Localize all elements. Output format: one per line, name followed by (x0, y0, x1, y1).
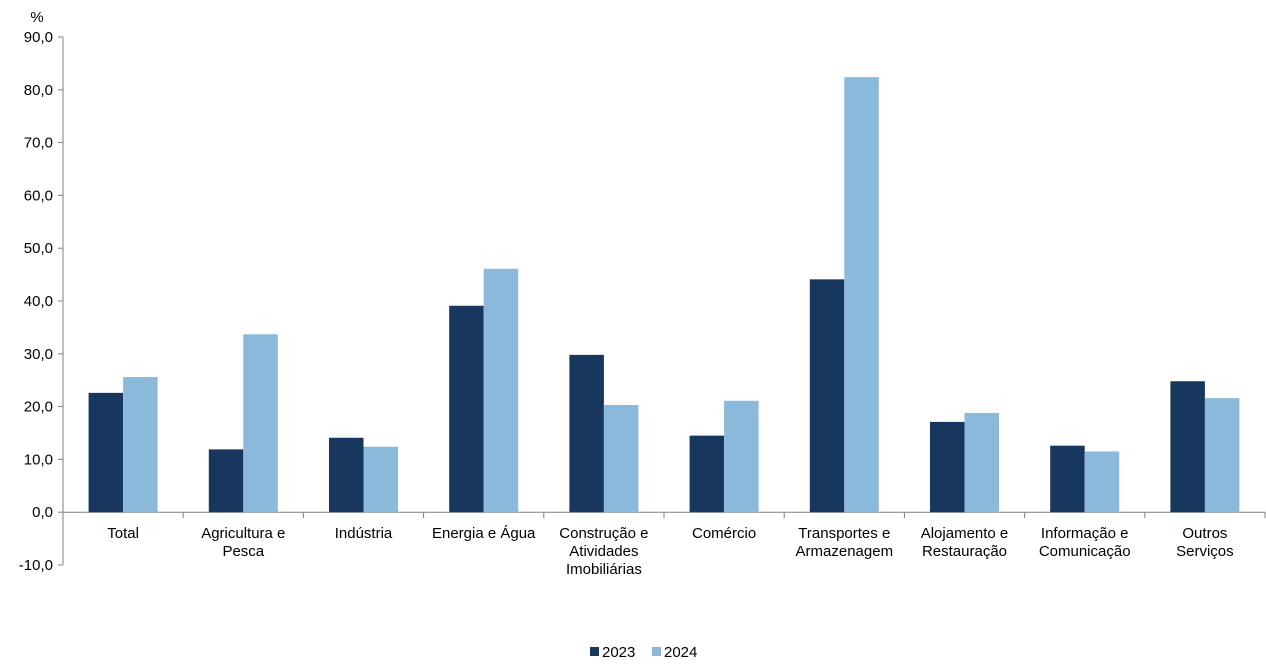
y-tick-label: 30,0 (24, 346, 53, 363)
bar-2024 (724, 400, 759, 513)
y-axis-label: % (30, 9, 43, 26)
bar-2023 (208, 449, 244, 513)
bar-2023 (809, 279, 845, 513)
y-tick-label: 60,0 (24, 187, 53, 204)
bar-2023 (689, 435, 725, 513)
category-label: Transportes e Armazenagem (796, 525, 894, 560)
category-label: Total (107, 525, 139, 542)
bar-2023 (930, 421, 965, 513)
category-label: Informação e Comunicação (1039, 525, 1131, 560)
y-tick-label: 90,0 (24, 29, 53, 46)
legend-swatch-2024 (652, 647, 661, 656)
bar-2023 (1050, 445, 1085, 513)
bar-2023 (569, 354, 604, 513)
bar-2024 (1204, 398, 1240, 513)
y-tick-label: -10,0 (19, 557, 53, 574)
y-tick-label: 10,0 (24, 451, 53, 468)
bar-2024 (603, 405, 639, 513)
bar-2024 (363, 446, 398, 513)
legend: 2023 2024 (590, 644, 697, 661)
bar-2024 (844, 77, 879, 513)
bar-2024 (483, 268, 519, 513)
category-label: Energia e Água (432, 525, 536, 542)
category-label: Construção e Atividades Imobiliárias (559, 525, 648, 578)
legend-label-2023: 2023 (602, 644, 635, 661)
legend-label-2024: 2024 (664, 644, 697, 661)
category-label: Indústria (335, 525, 393, 542)
bar-2024 (1084, 451, 1120, 513)
bar-2023 (329, 437, 364, 513)
bar-2024 (123, 377, 158, 513)
y-tick-label: 0,0 (32, 504, 53, 521)
labels: -10,0 0,0 10,0 20,0 30,0 40,0 50,0 60,0 70,0 80,0… (19, 9, 1234, 578)
category-label: Comércio (692, 525, 756, 542)
bar-2023 (449, 305, 484, 513)
bar-2024 (243, 334, 278, 513)
bars (88, 77, 1240, 513)
y-tick-label: 40,0 (24, 293, 53, 310)
y-tick-label: 50,0 (24, 240, 53, 257)
y-tick-label: 70,0 (24, 135, 53, 152)
bar-2023 (88, 392, 124, 513)
y-tick-label: 80,0 (24, 82, 53, 99)
category-label: Agricultura e Pesca (201, 525, 285, 560)
bar-2024 (964, 412, 999, 513)
y-tick-label: 20,0 (24, 399, 53, 416)
category-label: Alojamento e Restauração (921, 525, 1009, 560)
bar-2023 (1170, 381, 1205, 513)
category-label: Outros Serviços (1176, 525, 1234, 560)
legend-swatch-2023 (590, 647, 599, 656)
